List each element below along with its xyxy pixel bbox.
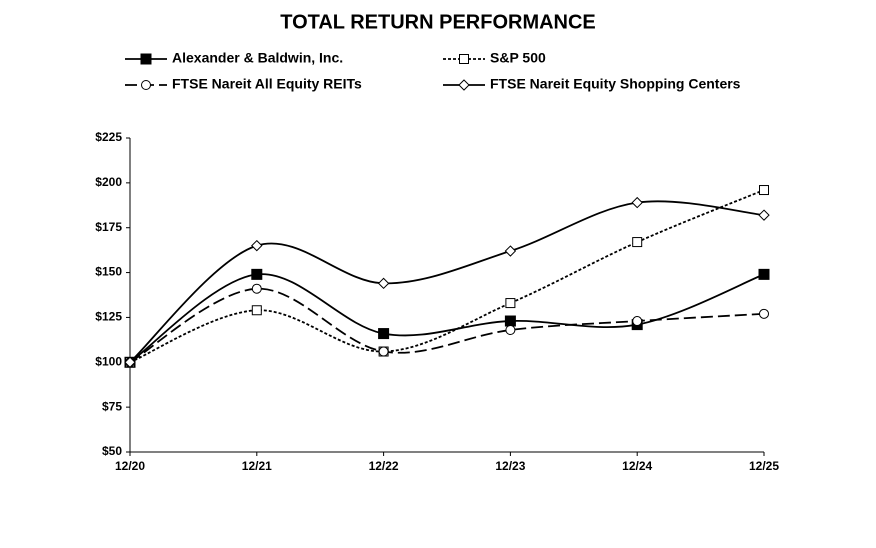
marker — [505, 298, 516, 309]
y-tick-label: $225 — [95, 130, 122, 144]
legend-marker — [458, 79, 470, 91]
x-tick-label: 12/23 — [495, 459, 525, 473]
marker — [759, 185, 769, 196]
x-tick-label: 12/24 — [622, 459, 652, 473]
legend-marker — [141, 80, 151, 90]
y-tick-label: $175 — [95, 220, 122, 234]
marker — [759, 308, 769, 319]
legend: Alexander & Baldwin, Inc. S&P 500 FTSE Nar… — [125, 50, 741, 92]
marker — [505, 324, 516, 335]
marker — [377, 277, 390, 290]
y-tick-label: $75 — [102, 399, 122, 413]
y-tick-label: $50 — [102, 444, 122, 458]
series-line — [129, 287, 765, 364]
legend-label: FTSE Nareit All Equity REITs — [172, 76, 362, 92]
marker — [632, 237, 643, 248]
marker — [504, 245, 517, 257]
marker — [251, 268, 263, 280]
series-line — [129, 189, 765, 364]
marker — [251, 305, 262, 316]
marker — [251, 283, 262, 294]
marker — [758, 209, 770, 221]
legend-label: FTSE Nareit Equity Shopping Centers — [490, 76, 741, 92]
x-tick-label: 12/22 — [369, 459, 399, 473]
marker — [378, 328, 390, 340]
marker — [378, 346, 389, 357]
marker — [632, 316, 643, 327]
legend-label: S&P 500 — [490, 50, 546, 66]
x-tick-label: 12/20 — [115, 459, 145, 473]
marker — [124, 356, 136, 368]
legend-marker — [140, 53, 152, 65]
marker — [631, 196, 643, 209]
y-tick-label: $100 — [95, 354, 122, 368]
chart-title: TOTAL RETURN PERFORMANCE — [280, 11, 596, 33]
legend-marker — [459, 54, 469, 64]
series-line — [129, 200, 765, 363]
marker — [251, 239, 263, 252]
y-tick-label: $200 — [95, 175, 122, 189]
legend-label: Alexander & Baldwin, Inc. — [172, 50, 343, 66]
series-line — [129, 273, 765, 364]
marker — [758, 268, 770, 280]
x-tick-label: 12/21 — [242, 459, 272, 473]
y-tick-label: $125 — [95, 310, 122, 324]
y-tick-label: $150 — [95, 265, 122, 279]
x-tick-label: 12/25 — [749, 459, 779, 473]
marker — [504, 315, 516, 327]
